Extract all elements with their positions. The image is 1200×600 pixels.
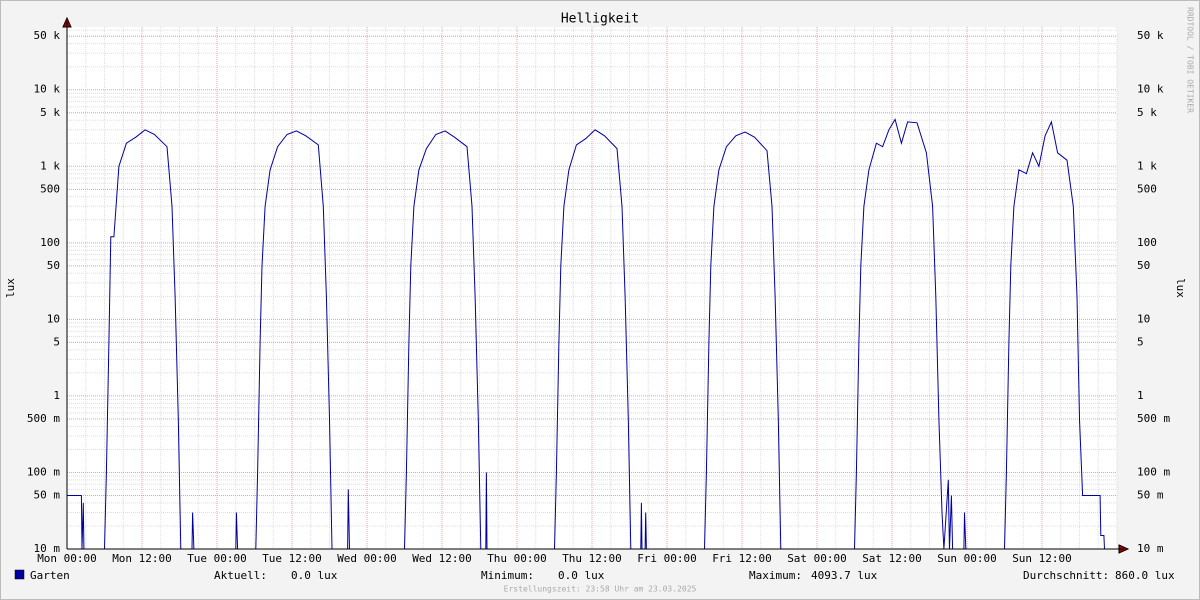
y2-tick-label: 500 m xyxy=(1137,412,1170,425)
y-tick-label: 50 m xyxy=(34,488,61,501)
y2-tick-label: 5 xyxy=(1137,335,1144,348)
x-tick-label: Thu 00:00 xyxy=(487,552,547,565)
stat-label: Aktuell: xyxy=(214,569,267,582)
y2-tick-label: 500 xyxy=(1137,182,1157,195)
y-tick-label: 50 xyxy=(47,259,60,272)
stat-label: Maximum: xyxy=(749,569,802,582)
axes xyxy=(62,16,1130,554)
stat-value: 0.0 lux xyxy=(558,569,605,582)
y-tick-label: 10 xyxy=(47,312,60,325)
y2-axis-label: lux xyxy=(1174,278,1187,298)
y2-tick-label: 50 xyxy=(1137,259,1150,272)
y2-tick-label: 5 k xyxy=(1137,106,1157,119)
stat-value: 860.0 lux xyxy=(1115,569,1175,582)
y-tick-label: 5 xyxy=(53,335,60,348)
stat-label: Minimum: xyxy=(481,569,534,582)
grid xyxy=(66,27,1118,550)
y-tick-label: 100 xyxy=(40,236,60,249)
y-tick-label: 500 xyxy=(40,182,60,195)
x-tick-label: Sat 00:00 xyxy=(787,552,847,565)
x-tick-label: Tue 12:00 xyxy=(262,552,322,565)
x-tick-label: Sun 12:00 xyxy=(1012,552,1072,565)
y-tick-label: 500 m xyxy=(27,412,60,425)
y2-tick-label: 100 xyxy=(1137,236,1157,249)
legend-label: Garten xyxy=(30,569,70,582)
legend-swatch xyxy=(14,569,25,580)
y2-tick-label: 1 k xyxy=(1137,159,1157,172)
y2-tick-label: 10 xyxy=(1137,312,1150,325)
y2-tick-label: 10 m xyxy=(1137,542,1164,555)
x-tick-label: Sun 00:00 xyxy=(937,552,997,565)
stat-value: 4093.7 lux xyxy=(811,569,878,582)
x-tick-label: Wed 00:00 xyxy=(337,552,397,565)
x-tick-label: Mon 12:00 xyxy=(112,552,172,565)
x-tick-label: Tue 00:00 xyxy=(187,552,247,565)
stat-label: Durchschnitt: xyxy=(1023,569,1109,582)
chart-title: Helligkeit xyxy=(561,12,639,27)
x-tick-label: Fri 12:00 xyxy=(712,552,772,565)
y-tick-label: 1 xyxy=(53,389,60,402)
x-tick-label: Mon 00:00 xyxy=(37,552,97,565)
y-tick-label: 1 k xyxy=(40,159,60,172)
x-tick-label: Wed 12:00 xyxy=(412,552,472,565)
stat-value: 0.0 lux xyxy=(291,569,338,582)
y2-tick-label: 1 xyxy=(1137,389,1144,402)
x-tick-label: Fri 00:00 xyxy=(637,552,697,565)
x-tick-label: Sat 12:00 xyxy=(862,552,922,565)
footer: Erstellungszeit: 23:58 Uhr am 23.03.2025 xyxy=(504,585,697,594)
y-tick-label: 10 m xyxy=(34,542,61,555)
y-axis-label: lux xyxy=(4,278,17,298)
y-tick-label: 50 k xyxy=(34,29,61,42)
y2-tick-label: 100 m xyxy=(1137,465,1170,478)
y-tick-label: 100 m xyxy=(27,465,60,478)
y2-tick-label: 50 k xyxy=(1137,29,1164,42)
y-tick-label: 10 k xyxy=(34,83,61,96)
x-tick-label: Thu 12:00 xyxy=(562,552,622,565)
y2-tick-label: 10 k xyxy=(1137,83,1164,96)
y-tick-label: 5 k xyxy=(40,106,60,119)
credit: RRDTOOL / TOBI OETIKER xyxy=(1186,7,1195,113)
y2-tick-label: 50 m xyxy=(1137,488,1164,501)
